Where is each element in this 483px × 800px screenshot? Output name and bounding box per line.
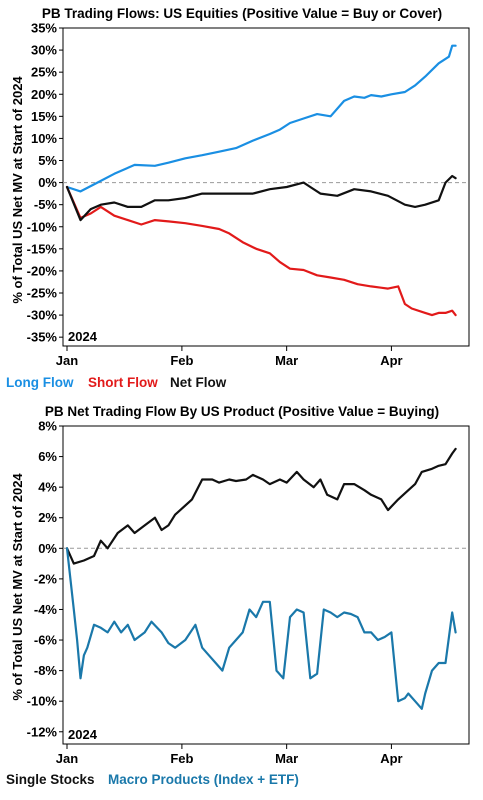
y-tick-label: -8% bbox=[34, 663, 58, 678]
y-tick-label: -30% bbox=[27, 308, 58, 323]
chart-1-y-axis-label: % of Total US Net MV at Start of 2024 bbox=[10, 76, 25, 304]
y-tick-label: 2% bbox=[38, 510, 57, 525]
legend-long-flow: Long Flow bbox=[6, 375, 74, 390]
chart-2-plot-frame bbox=[62, 425, 470, 745]
chart-2-year-label: 2024 bbox=[68, 727, 98, 742]
y-tick-label: -6% bbox=[34, 633, 58, 648]
y-tick-label: -20% bbox=[27, 263, 58, 278]
y-tick-label: -4% bbox=[34, 602, 58, 617]
y-tick-label: 0% bbox=[38, 175, 57, 190]
y-tick-label: -15% bbox=[27, 241, 58, 256]
legend-net-flow: Net Flow bbox=[170, 375, 227, 390]
y-tick-label: 0% bbox=[38, 541, 57, 556]
chart-1-y-ticks: 35% 30% 25% 20% 15% 10% 5% 0% -5% -10% -15% -20% -25… bbox=[27, 21, 63, 345]
y-tick-label: 15% bbox=[31, 109, 57, 124]
x-tick-label: Feb bbox=[170, 751, 193, 766]
y-tick-label: -10% bbox=[27, 694, 58, 709]
legend-short-flow: Short Flow bbox=[88, 375, 158, 390]
chart-1-series bbox=[65, 44, 457, 317]
y-tick-label: 30% bbox=[31, 43, 57, 58]
x-tick-label: Jan bbox=[56, 353, 78, 368]
chart-1-title: PB Trading Flows: US Equities (Positive … bbox=[42, 6, 442, 21]
x-tick-label: Mar bbox=[275, 751, 298, 766]
chart-2-title: PB Net Trading Flow By US Product (Posit… bbox=[45, 404, 439, 419]
y-tick-label: -2% bbox=[34, 571, 58, 586]
series-line-short-flow bbox=[65, 185, 457, 317]
y-tick-label: 10% bbox=[31, 131, 57, 146]
x-tick-label: Jan bbox=[56, 751, 78, 766]
x-tick-label: Mar bbox=[275, 353, 298, 368]
chart-1: PB Trading Flows: US Equities (Positive … bbox=[6, 6, 470, 390]
y-tick-label: -10% bbox=[27, 219, 58, 234]
x-tick-label: Feb bbox=[170, 353, 193, 368]
legend-macro-products: Macro Products (Index + ETF) bbox=[108, 772, 299, 787]
chart-1-x-ticks: Jan Feb Mar Apr bbox=[56, 346, 403, 368]
x-tick-label: Apr bbox=[380, 353, 402, 368]
y-tick-label: 20% bbox=[31, 87, 57, 102]
y-tick-label: 5% bbox=[38, 153, 57, 168]
y-tick-label: -25% bbox=[27, 286, 58, 301]
y-tick-label: 8% bbox=[38, 419, 57, 434]
legend-single-stocks: Single Stocks bbox=[6, 772, 95, 787]
y-tick-label: 6% bbox=[38, 449, 57, 464]
chart-2-y-axis-label: % of Total US Net MV at Start of 2024 bbox=[10, 473, 25, 701]
series-line-macro-products-index-etf bbox=[65, 547, 457, 710]
y-tick-label: 35% bbox=[31, 21, 57, 36]
series-line-single-stocks bbox=[65, 447, 457, 565]
y-tick-label: -5% bbox=[34, 197, 58, 212]
chart-2-series bbox=[65, 447, 457, 710]
chart-2-y-ticks: 8% 6% 4% 2% 0% -2% -4% -6% -8% -10% -12% bbox=[27, 419, 63, 739]
y-tick-label: 25% bbox=[31, 65, 57, 80]
x-tick-label: Apr bbox=[380, 751, 402, 766]
chart-2-x-ticks: Jan Feb Mar Apr bbox=[56, 744, 403, 766]
chart-2: PB Net Trading Flow By US Product (Posit… bbox=[6, 404, 470, 787]
chart-1-plot-frame bbox=[62, 27, 470, 347]
series-line-long-flow bbox=[65, 44, 457, 193]
y-tick-label: -35% bbox=[27, 330, 58, 345]
series-line-net-flow bbox=[65, 174, 457, 222]
y-tick-label: 4% bbox=[38, 480, 57, 495]
y-tick-label: -12% bbox=[27, 724, 58, 739]
chart-1-year-label: 2024 bbox=[68, 329, 98, 344]
